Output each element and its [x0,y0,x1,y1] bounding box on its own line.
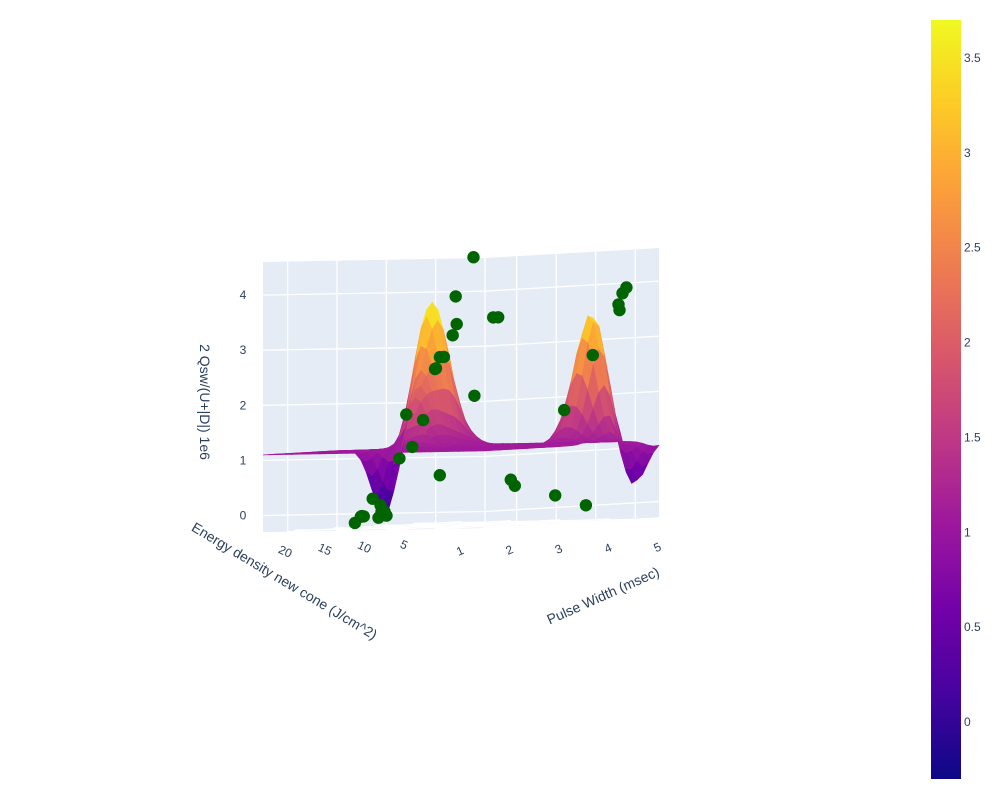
scatter-point [447,329,459,341]
y-tick-label: 20 [276,542,294,560]
scatter-point [372,512,384,524]
colorbar-tick-label: 1 [964,525,971,539]
scatter-point [349,517,361,529]
z-tick-label: 3 [240,343,247,357]
colorbar-gradient [931,20,961,779]
x-axis-title: Pulse Width (msec) [544,563,661,627]
scatter-point [417,414,429,426]
x-tick-label: 2 [503,542,515,558]
colorbar-tick-label: 3.5 [964,51,981,65]
colorbar-tick-label: 2 [964,336,971,350]
y-tick-label: 5 [398,537,410,553]
scatter-point [616,287,628,299]
colorbar-tick-label: 0.5 [964,620,981,634]
scatter-point [549,489,561,501]
scatter-point [587,349,599,361]
scatter-point [580,499,592,511]
scatter-point [400,408,412,420]
z-tick-label: 4 [240,288,247,302]
colorbar-tick-label: 3 [964,146,971,160]
x-tick-label: 3 [553,541,565,557]
z-axis-title: 2 Qsw/(U+|D|) 1e6 [197,344,213,460]
colorbar-tick-label: 2.5 [964,241,981,255]
scatter-point [613,304,625,316]
colorbar: 0 0.5 1 1.5 2 2.5 3 3.5 [931,20,981,779]
scatter-point [558,404,570,416]
scatter-point [492,311,504,323]
scatter-point [393,452,405,464]
scatter-point [434,469,446,481]
x-tick-label: 1 [454,543,466,559]
colorbar-tick-label: 0 [964,715,971,729]
z-tick-label: 0 [240,509,247,523]
scatter-point [429,363,441,375]
z-tick-label: 1 [240,453,247,467]
colorbar-tick-label: 1.5 [964,431,981,445]
scatter-point [406,441,418,453]
x-tick-label: 5 [651,539,663,555]
scatter-point [505,474,517,486]
scatter-point [450,290,462,302]
y-tick-label: 10 [355,538,373,556]
colorbar-ticks: 0 0.5 1 1.5 2 2.5 3 3.5 [964,51,981,729]
y-axis-title: Energy density new cone (J/cm^2) [189,519,380,643]
z-tick-label: 2 [240,398,247,412]
scatter-point [451,318,463,330]
scatter-point [468,390,480,402]
scatter-point [467,251,479,263]
y-tick-label: 15 [316,540,334,558]
scatter-point [434,351,446,363]
x-tick-label: 4 [602,540,614,556]
